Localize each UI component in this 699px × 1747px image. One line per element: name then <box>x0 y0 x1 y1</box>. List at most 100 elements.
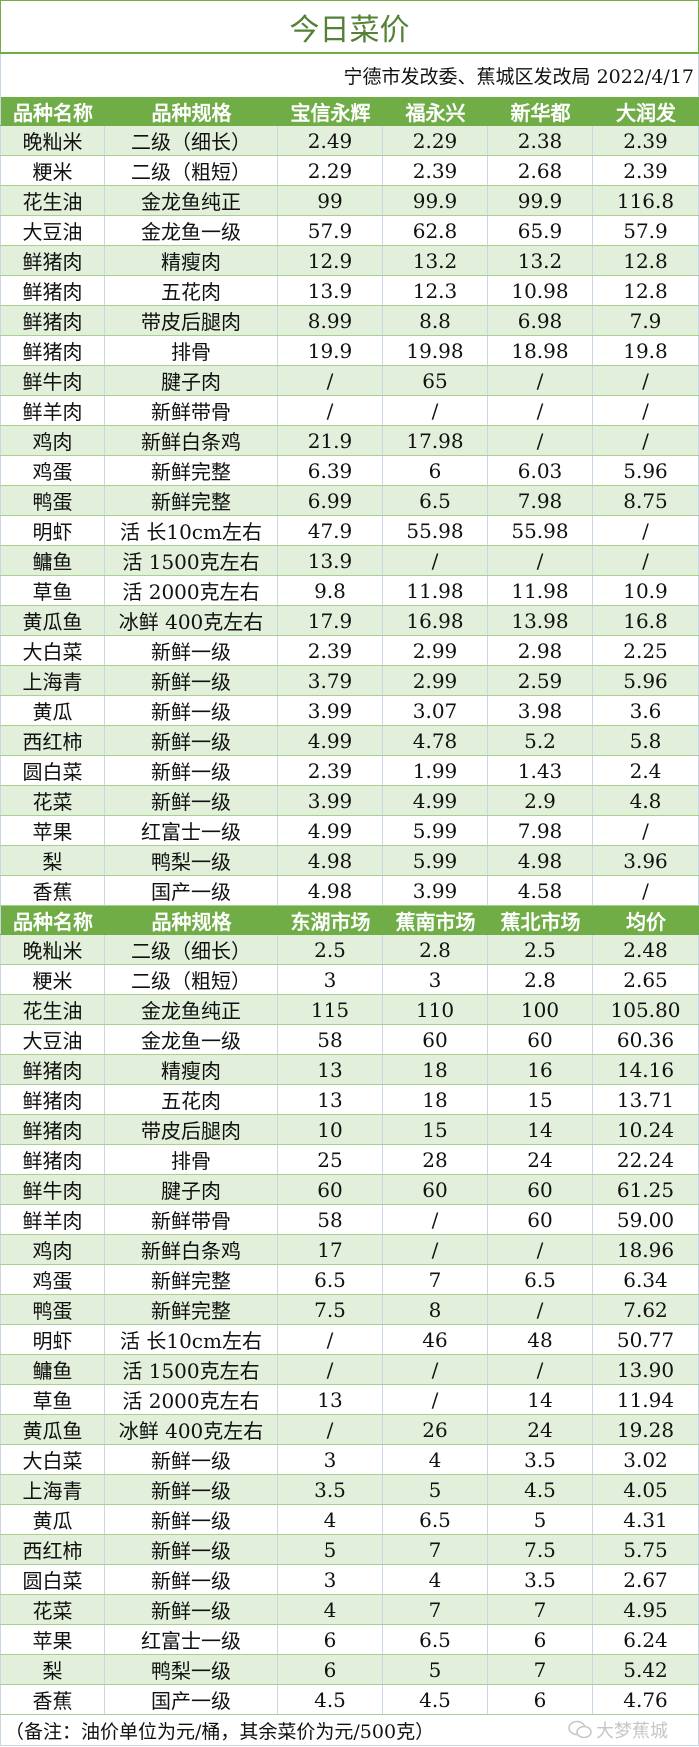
price-cell: 6.5 <box>383 1625 488 1654</box>
price-cell: / <box>278 396 383 425</box>
item-spec: 新鲜完整 <box>105 456 278 485</box>
price-cell: 2.5 <box>488 935 593 964</box>
item-name: 鲜羊肉 <box>0 1205 105 1234</box>
item-name: 鲜猪肉 <box>0 246 105 275</box>
price-cell: 18.98 <box>488 336 593 365</box>
price-cell: 4 <box>383 1445 488 1474</box>
item-name: 鸡蛋 <box>0 1265 105 1294</box>
source-and-date: 宁德市发改委、蕉城区发改局 2022/4/17 <box>0 54 699 97</box>
price-cell: 7.5 <box>488 1535 593 1564</box>
price-cell: 5 <box>278 1535 383 1564</box>
item-name: 上海青 <box>0 666 105 695</box>
item-name: 大豆油 <box>0 216 105 245</box>
price-cell: 21.9 <box>278 426 383 455</box>
price-cell: 7.98 <box>488 816 593 845</box>
price-cell: 4.99 <box>383 786 488 815</box>
table-row: 鸭蛋 新鲜完整 7.5 8/7.62 <box>0 1295 699 1325</box>
table-row: 梨鸭梨一级 4.98 5.99 4.98 3.96 <box>0 846 699 876</box>
item-spec: 新鲜一级 <box>105 756 278 785</box>
item-spec: 新鲜完整 <box>105 1265 278 1294</box>
price-cell: 3.99 <box>278 696 383 725</box>
price-cell: 3.5 <box>488 1565 593 1594</box>
price-cell: 2.65 <box>593 965 699 994</box>
item-name: 西红柿 <box>0 1535 105 1564</box>
item-spec: 二级（粗短） <box>105 965 278 994</box>
price-cell: 58 <box>278 1025 383 1054</box>
table-row: 上海青 新鲜一级 3.5 5 4.5 4.05 <box>0 1475 699 1505</box>
price-cell: 2.29 <box>383 126 488 155</box>
price-cell: 6.5 <box>278 1265 383 1294</box>
table-row: 鸡蛋 新鲜完整 6.39 6 6.03 5.96 <box>0 456 699 486</box>
price-cell: 46 <box>383 1325 488 1354</box>
price-cell: 5 <box>383 1475 488 1504</box>
price-cell: 60 <box>278 1175 383 1204</box>
item-name: 花生油 <box>0 186 105 215</box>
price-cell: 7.9 <box>593 306 699 335</box>
price-cell: 65.9 <box>488 216 593 245</box>
price-cell: 3.02 <box>593 1445 699 1474</box>
item-spec: 新鲜一级 <box>105 1445 278 1474</box>
price-cell: 4.31 <box>593 1505 699 1534</box>
price-cell: 18 <box>383 1055 488 1084</box>
price-cell: 116.8 <box>593 186 699 215</box>
price-cell: 6.5 <box>383 486 488 515</box>
item-name: 香蕉 <box>0 1685 105 1714</box>
price-cell: 4.98 <box>278 846 383 875</box>
table-row: 鳙鱼活 1500克左右 / //13.90 <box>0 1355 699 1385</box>
price-cell: 65 <box>383 366 488 395</box>
price-cell: 15 <box>383 1115 488 1144</box>
table-row: 苹果 红富士一级 4.99 5.99 7.98/ <box>0 816 699 846</box>
price-cell: 3 <box>383 965 488 994</box>
item-name: 西红柿 <box>0 726 105 755</box>
price-cell: / <box>383 546 488 575</box>
price-cell: 2.99 <box>383 636 488 665</box>
item-name: 鲜猪肉 <box>0 276 105 305</box>
item-spec: 冰鲜 400克左右 <box>105 606 278 635</box>
price-cell: 2.39 <box>593 156 699 185</box>
price-cell: 7 <box>383 1595 488 1624</box>
price-cell: 4.99 <box>278 726 383 755</box>
price-cell: 5.42 <box>593 1655 699 1684</box>
price-cell: 59.00 <box>593 1205 699 1234</box>
item-spec: 二级（粗短） <box>105 156 278 185</box>
table-row: 鸡肉 新鲜白条鸡 21.9 17.98// <box>0 426 699 456</box>
price-cell: 4.78 <box>383 726 488 755</box>
price-cell: 6 <box>488 1625 593 1654</box>
price-cell: 57.9 <box>593 216 699 245</box>
price-cell: 2.29 <box>278 156 383 185</box>
item-spec: 国产一级 <box>105 1685 278 1714</box>
column-header: 品种规格 <box>151 909 232 934</box>
price-cell: 13.71 <box>593 1085 699 1114</box>
item-spec: 精瘦肉 <box>105 1055 278 1084</box>
item-spec: 鸭梨一级 <box>105 1655 278 1684</box>
table-header-row: 品种名称 品种规格 东湖市场 蕉南市场 蕉北市场 均价 <box>0 906 699 935</box>
price-cell: / <box>593 816 699 845</box>
price-cell: / <box>593 876 699 905</box>
price-cell: / <box>593 396 699 425</box>
item-spec: 新鲜完整 <box>105 1295 278 1324</box>
item-spec: 腱子肉 <box>105 366 278 395</box>
price-cell: / <box>278 1415 383 1444</box>
price-cell: 10.98 <box>488 276 593 305</box>
price-cell: / <box>383 1385 488 1414</box>
table-row: 粳米 二级（粗短） 2.29 2.39 2.68 2.39 <box>0 156 699 186</box>
item-name: 粳米 <box>0 965 105 994</box>
price-cell: 19.28 <box>593 1415 699 1444</box>
item-spec: 五花肉 <box>105 1085 278 1114</box>
item-spec: 国产一级 <box>105 876 278 905</box>
price-cell: / <box>278 1355 383 1384</box>
column-header: 品种规格 <box>151 100 232 125</box>
item-spec: 活 长10cm左右 <box>105 516 278 545</box>
price-cell: 2.9 <box>488 786 593 815</box>
item-spec: 新鲜带骨 <box>105 396 278 425</box>
column-header: 新华都 <box>510 100 571 125</box>
price-cell: 99.9 <box>488 186 593 215</box>
table-row: 鲜猪肉 排骨 19.9 19.98 18.98 19.8 <box>0 336 699 366</box>
price-cell: 55.98 <box>488 516 593 545</box>
wechat-icon <box>568 1720 592 1739</box>
item-spec: 带皮后腿肉 <box>105 1115 278 1144</box>
item-name: 鲜猪肉 <box>0 336 105 365</box>
item-spec: 鸭梨一级 <box>105 846 278 875</box>
price-cell: / <box>488 1295 593 1324</box>
price-cell: 13.9 <box>278 546 383 575</box>
